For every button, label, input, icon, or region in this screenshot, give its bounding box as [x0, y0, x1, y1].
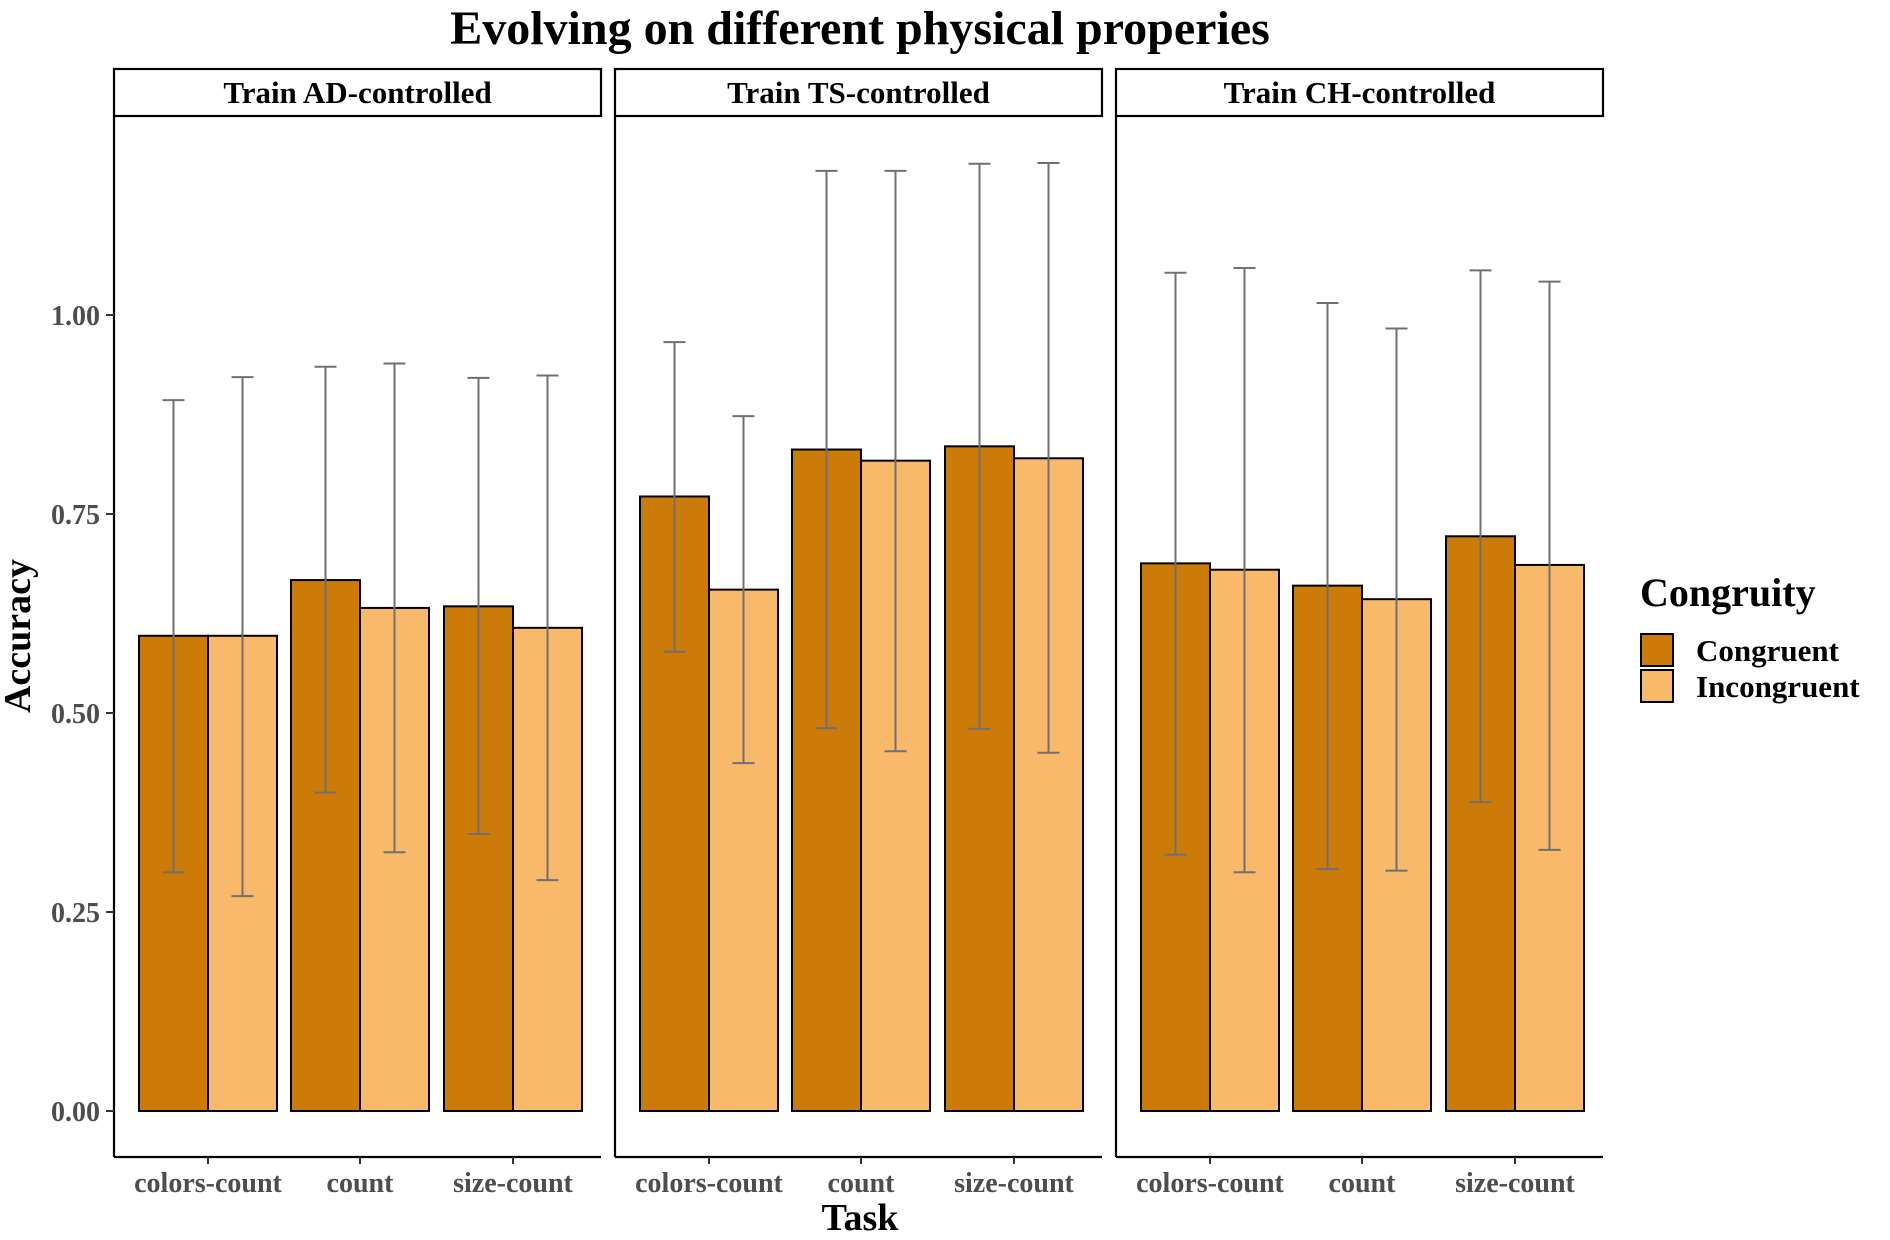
legend-label: Incongruent: [1696, 669, 1860, 704]
error-bar: [1316, 302, 1339, 871]
error-bar: [162, 399, 185, 874]
legend-key-congruent: [1640, 633, 1674, 667]
facet-panel: Train CH-controlled colors-count count size…: [1114, 67, 1605, 1199]
legend-title: Congruity: [1640, 570, 1816, 615]
y-tick-label: 1.00: [51, 301, 100, 332]
error-bar: [1233, 267, 1256, 874]
legend-label: Congruent: [1696, 633, 1840, 668]
facet-strip-label: Train CH-controlled: [1224, 75, 1496, 110]
error-bar: [314, 365, 337, 794]
x-tick-label: count: [828, 1168, 896, 1199]
facet-strip: [1114, 67, 1605, 118]
y-tick-label: 0.50: [51, 699, 100, 730]
x-tick-label: colors-count: [134, 1168, 282, 1199]
facet-panel: Train TS-controlled colors-count count size…: [613, 67, 1104, 1199]
x-tick-label: size-count: [954, 1168, 1074, 1199]
error-bar: [536, 374, 559, 882]
facet-strip: [112, 67, 603, 118]
error-bar: [815, 169, 838, 730]
x-tick-label: colors-count: [635, 1168, 783, 1199]
chart-title: Evolving on different physical properies: [450, 2, 1270, 55]
x-axis-title: Task: [822, 1197, 900, 1239]
facet-panel: Train AD-controlled colors-count count size…: [112, 67, 603, 1199]
y-tick-label: 0.25: [51, 898, 100, 929]
y-tick-label: 0.75: [51, 500, 100, 531]
error-bar: [884, 169, 907, 753]
legend-key-incongruent: [1640, 669, 1674, 703]
x-tick-label: count: [327, 1168, 395, 1199]
error-bar: [663, 341, 686, 653]
error-bar: [383, 362, 406, 854]
error-bar: [1385, 327, 1408, 872]
facet-panels: Train AD-controlled colors-count count size…: [112, 67, 1605, 1199]
facet-strip-label: Train TS-controlled: [727, 75, 990, 110]
x-tick-label: size-count: [453, 1168, 573, 1199]
y-axis-title: Accuracy: [0, 559, 39, 713]
y-tick-label: 0.00: [51, 1097, 100, 1128]
error-bar: [732, 415, 755, 765]
error-bar: [1164, 271, 1187, 856]
x-tick-label: colors-count: [1136, 1168, 1284, 1199]
error-bar: [968, 162, 991, 730]
x-tick-label: size-count: [1455, 1168, 1575, 1199]
error-bar: [1469, 269, 1492, 804]
error-bar: [1037, 161, 1060, 754]
x-tick-label: count: [1329, 1168, 1397, 1199]
facet-strip: [613, 67, 1104, 118]
error-bar: [231, 376, 254, 898]
y-axis: 0.00 0.25 0.50 0.75 1.00: [51, 301, 114, 1128]
facet-strip-label: Train AD-controlled: [223, 75, 491, 110]
error-bar: [1538, 280, 1561, 851]
error-bar: [467, 376, 490, 835]
